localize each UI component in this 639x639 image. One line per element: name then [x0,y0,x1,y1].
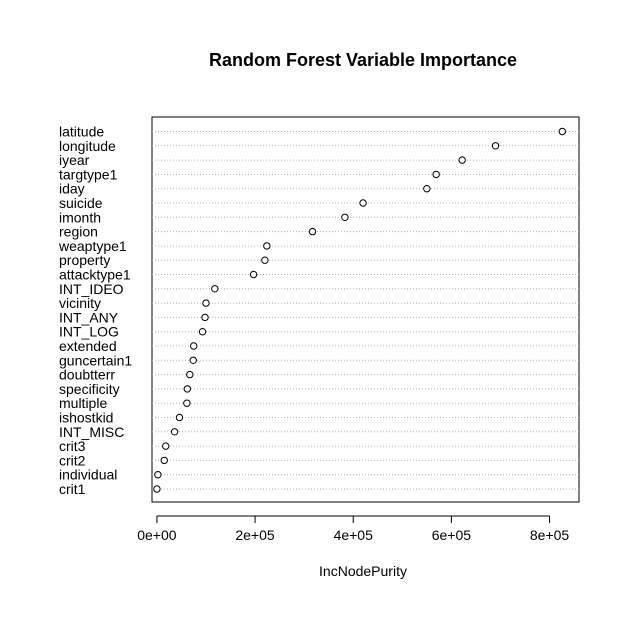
variable-label: ishostkid [59,410,113,426]
variable-label: iyear [59,152,90,168]
variable-label: iday [59,181,85,197]
variable-label: guncertain1 [59,352,132,368]
variable-label: region [59,224,98,240]
variable-label: specificity [59,381,120,397]
data-point [154,471,162,479]
data-point [198,328,207,336]
variable-label: property [59,252,110,268]
variable-label: extended [59,338,117,354]
data-point [183,399,191,407]
variable-label: individual [59,467,117,483]
x-tick-label: 6e+05 [432,527,472,543]
variable-label: latitude [59,124,104,140]
data-point [423,185,431,193]
data-point [249,270,258,279]
x-tick-label: 0e+00 [137,527,177,543]
data-point [175,413,184,422]
variable-label: multiple [59,395,107,411]
data-point [162,442,170,450]
data-point [170,428,179,436]
data-point [160,456,168,465]
data-point [201,313,209,322]
variable-label: doubtterr [59,367,115,383]
data-point [359,199,367,207]
variable-label: crit3 [59,438,86,454]
data-point [432,170,440,179]
variable-label: vicinity [59,295,101,311]
variable-label: INT_LOG [59,324,119,340]
data-point [341,213,349,222]
data-point [189,356,197,364]
data-point [491,142,500,150]
data-point [211,285,219,293]
plot-frame [151,116,580,503]
data-point [308,227,317,236]
data-point [558,127,567,136]
x-tick-label: 4e+05 [334,527,374,543]
variable-label: INT_ANY [59,309,119,325]
data-point [458,156,466,164]
x-axis-title: IncNodePurity [319,563,407,579]
variable-label: crit2 [59,452,86,468]
grid-lines [152,131,579,490]
variable-label: crit1 [59,481,86,497]
variable-label: imonth [59,209,101,225]
data-points [153,127,567,493]
data-point [261,256,269,264]
x-tick-label: 2e+05 [235,527,275,543]
variable-label: longitude [59,138,116,154]
data-point [263,242,271,250]
x-axis: 0e+00 2e+05 4e+05 6e+05 8e+05 [137,515,570,543]
x-tick-label: 8e+05 [530,527,570,543]
data-point [186,370,194,379]
data-point [153,485,161,493]
variable-label: INT_MISC [59,424,124,440]
variable-labels: latitudelongitudeiyeartargtype1idaysuici… [58,124,132,498]
variable-label: attacktype1 [59,267,131,283]
data-point [190,342,198,350]
variable-label: suicide [59,195,103,211]
variable-label: targtype1 [59,166,118,182]
variable-label: INT_IDEO [59,281,124,297]
chart-title: Random Forest Variable Importance [209,50,517,70]
data-point [202,299,210,307]
variable-label: weaptype1 [58,238,127,254]
data-point [183,385,192,393]
